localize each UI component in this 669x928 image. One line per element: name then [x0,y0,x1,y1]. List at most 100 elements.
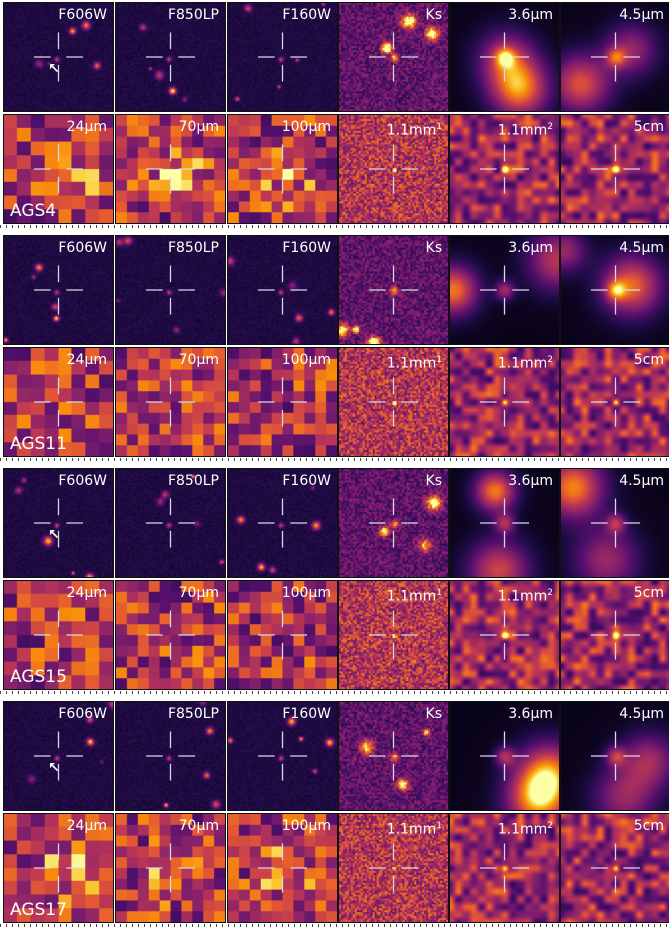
crosshair-marker [33,144,84,194]
band-label: 70μm [179,352,219,368]
cutout-image [339,115,448,223]
band-label: 1.1mm2 [498,818,553,838]
cutout-image [4,702,113,810]
band-label: 24μm [67,585,107,601]
crosshair-marker [479,32,530,82]
band-label-text: Ks [425,473,442,489]
cutout-image [228,115,337,223]
crosshair-marker [479,731,530,781]
band-label-text: 1.1mm [497,122,548,139]
band-label-text: F850LP [167,7,219,23]
crosshair-marker [145,265,196,315]
crosshair-marker [368,731,419,781]
cutout-image [116,3,225,111]
crosshair-marker [368,843,419,893]
source-name: AGS15 [10,667,67,687]
cutout-image [116,469,225,577]
band-label: F850LP [168,240,219,256]
cutout-image [228,702,337,810]
crosshair-marker [590,610,641,660]
crosshair-marker [479,498,530,548]
source-group-ags4: F606W ↖ F850LP F160W Ks 3.6μm 4.5μm 24μm AGS4 70μ… [0,0,669,228]
cutout-panel: 100μm [227,813,338,923]
cutout-panel: 24μm AGS4 [3,114,114,224]
pointer-arrow-icon: ↖ [48,61,60,77]
band-label-text: 24μm [66,352,107,368]
band-label-text: F606W [58,473,107,489]
cutout-panel: 5cm [560,114,669,224]
cutout-panel: F606W ↖ [3,2,114,112]
cutout-image [450,236,559,344]
crosshair-marker [145,144,196,194]
cutout-image [339,702,448,810]
band-label: 100μm [282,585,331,601]
crosshair-marker [368,498,419,548]
band-label-superscript: 1 [436,588,442,598]
cutout-panel: F850LP [115,235,226,345]
band-label: 4.5μm [619,706,664,722]
source-group-ags15: F606W ↖ F850LP F160W Ks 3.6μm 4.5μm 24μm AGS15 70… [0,466,669,694]
band-label: 100μm [282,818,331,834]
cutout-panel: F850LP [115,468,226,578]
band-label-text: 5cm [633,352,664,368]
cutout-image [228,3,337,111]
crosshair-marker [368,32,419,82]
cutout-image [228,469,337,577]
crosshair-marker [479,265,530,315]
band-label-superscript: 1 [436,122,442,132]
band-label-text: 70μm [178,818,219,834]
crosshair-marker [590,265,641,315]
band-label: 70μm [179,818,219,834]
pointer-arrow-icon: ↖ [48,527,60,543]
crosshair-marker [590,32,641,82]
band-label: 1.1mm2 [498,352,553,372]
band-label-text: 3.6μm [508,706,553,722]
crosshair-marker [590,144,641,194]
band-label-text: 100μm [281,585,331,601]
optical-nir-row: F606W ↖ F850LP F160W Ks 3.6μm 4.5μm [0,701,669,811]
band-label-text: 100μm [281,818,331,834]
crosshair-marker [479,377,530,427]
cutout-panel: 70μm [115,580,226,690]
band-label-text: 4.5μm [619,7,664,23]
crosshair-marker [479,144,530,194]
cutout-image [561,115,669,223]
crosshair-marker [33,843,84,893]
crosshair-marker [257,265,308,315]
cutout-panel: 3.6μm [449,468,560,578]
cutout-panel: F850LP [115,2,226,112]
band-label: 3.6μm [508,706,553,722]
axis-ticks [0,691,669,694]
crosshair-marker [257,377,308,427]
cutout-image [339,348,448,456]
band-label-text: 3.6μm [508,7,553,23]
band-label-text: 70μm [178,119,219,135]
cutout-image [561,581,669,689]
band-label-text: 1.1mm [497,355,548,372]
band-label: 1.1mm1 [387,585,442,605]
crosshair-marker [479,843,530,893]
band-label-text: 100μm [281,352,331,368]
band-label-text: 4.5μm [619,706,664,722]
cutout-panel: 5cm [560,813,669,923]
cutout-panel: 70μm [115,114,226,224]
band-label-text: F160W [282,7,331,23]
cutout-image [450,469,559,577]
crosshair-marker [145,377,196,427]
cutout-panel: 4.5μm [560,468,669,578]
cutout-image [339,236,448,344]
band-label-text: 100μm [281,119,331,135]
band-label: F160W [282,473,331,489]
band-label: 4.5μm [619,240,664,256]
axis-ticks [0,924,669,927]
cutout-panel: F160W [227,701,338,811]
band-label: 24μm [67,818,107,834]
cutout-image [561,236,669,344]
band-label: 70μm [179,585,219,601]
band-label: F160W [282,240,331,256]
band-label: F850LP [168,706,219,722]
cutout-panel: 5cm [560,347,669,457]
optical-nir-row: F606W ↖ F850LP F160W Ks 3.6μm 4.5μm [0,468,669,578]
band-label: 1.1mm2 [498,585,553,605]
cutout-image [339,3,448,111]
